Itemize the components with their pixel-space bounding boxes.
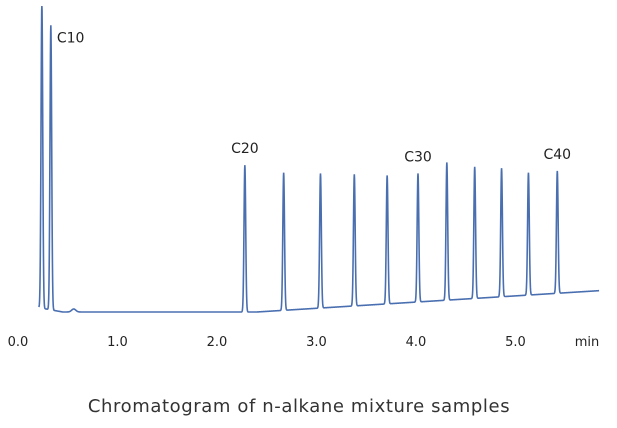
peak-label-c30: C30	[404, 149, 432, 165]
x-tick-label: 1.0	[107, 335, 128, 350]
x-tick-label: 4.0	[406, 335, 427, 350]
x-unit-label: min	[575, 335, 600, 350]
chart-title: Chromatogram of n-alkane mixture samples	[88, 396, 510, 417]
x-tick-label: 2.0	[207, 335, 228, 350]
peak-label-c20: C20	[231, 141, 259, 157]
chromatogram-trace	[38, 5, 600, 313]
x-tick-label: 5.0	[505, 335, 526, 350]
peak-layer	[38, 5, 600, 313]
peak-label-c10: C10	[57, 30, 85, 46]
x-tick-label: 3.0	[306, 335, 327, 350]
x-tick-layer: 0.0 1.0 2.0 3.0 4.0 5.0	[8, 335, 526, 350]
x-tick-label: 0.0	[8, 335, 29, 350]
peak-label-layer: C10 C20 C30 C40	[57, 30, 571, 165]
peak-label-c40: C40	[543, 147, 571, 163]
